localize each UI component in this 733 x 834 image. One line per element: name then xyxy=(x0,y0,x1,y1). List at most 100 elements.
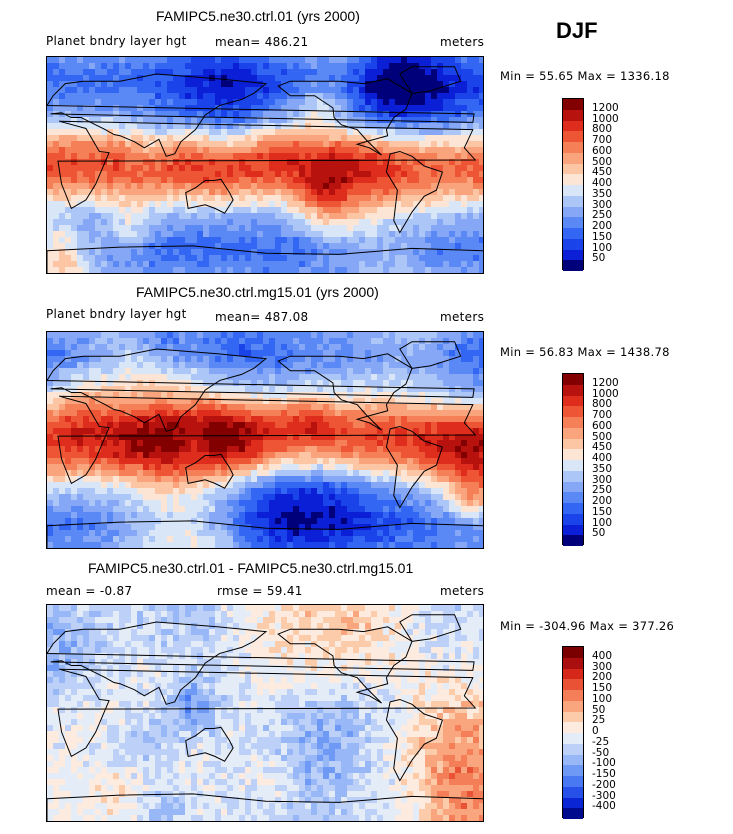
colorbar-tick-label: 300 xyxy=(592,660,613,673)
panel-1-field xyxy=(47,57,483,273)
panel-2-colorbar xyxy=(562,373,584,546)
coastline xyxy=(385,425,444,509)
coastline xyxy=(57,395,477,485)
colorbar-tick-label: 800 xyxy=(592,123,613,136)
coastline xyxy=(185,178,234,214)
colorbar-tick-label: 150 xyxy=(592,505,613,518)
colorbar-tick-label: -100 xyxy=(592,757,616,770)
colorbar-swatch xyxy=(563,374,583,385)
colorbar-swatch xyxy=(563,395,583,407)
colorbar-swatch xyxy=(563,238,583,250)
colorbar-tick-label: 200 xyxy=(592,220,613,232)
colorbar-swatch xyxy=(563,535,583,546)
colorbar-swatch xyxy=(563,217,583,228)
colorbar-tick-label: 450 xyxy=(592,166,613,179)
panel-2-map xyxy=(46,331,484,549)
colorbar-tick-label: 200 xyxy=(592,495,613,507)
colorbar-tick-label: 250 xyxy=(592,484,613,497)
colorbar-swatch xyxy=(563,690,583,701)
season-label: DJF xyxy=(556,18,598,43)
colorbar-swatch xyxy=(563,195,583,207)
colorbar-tick-label: 150 xyxy=(592,230,613,243)
colorbar-tick-label: 250 xyxy=(592,209,613,222)
panel-3-units: meters xyxy=(440,584,485,598)
panel-3-title: FAMIPC5.ne30.ctrl.01 - FAMIPC5.ne30.ctrl… xyxy=(88,560,414,576)
panel-3-colorbar xyxy=(562,646,584,819)
colorbar-swatch xyxy=(563,163,583,175)
colorbar-swatch xyxy=(563,460,583,471)
colorbar-tick-label: -300 xyxy=(592,789,616,802)
coastline xyxy=(399,614,462,642)
colorbar-swatch xyxy=(563,679,583,690)
colorbar-swatch xyxy=(563,481,583,493)
panel-3-map xyxy=(46,604,484,822)
colorbar-tick-label: 100 xyxy=(592,516,613,529)
colorbar-swatch xyxy=(563,174,583,185)
colorbar-swatch xyxy=(563,797,583,809)
panel-2-field xyxy=(47,332,483,548)
panel-3-mean: mean = -0.87 xyxy=(46,584,133,598)
colorbar-tick-label: 1000 xyxy=(592,112,619,125)
colorbar-swatch xyxy=(563,503,583,514)
coastline xyxy=(277,353,413,431)
panel-2-variable: Planet bndry layer hgt xyxy=(46,307,187,321)
panel-1-minmax: Min = 55.65 Max = 1336.18 xyxy=(500,69,670,83)
panel-1-colorbar xyxy=(562,98,584,271)
colorbar-swatch xyxy=(563,776,583,787)
colorbar-swatch xyxy=(563,260,583,271)
colorbar-tick-label: 300 xyxy=(592,473,613,486)
coastline xyxy=(277,626,413,704)
colorbar-tick-label: -150 xyxy=(592,768,616,780)
coastline xyxy=(185,726,234,762)
panel-2-title: FAMIPC5.ne30.ctrl.mg15.01 (yrs 2000) xyxy=(136,284,379,300)
colorbar-swatch xyxy=(563,657,583,669)
colorbar-tick-label: 350 xyxy=(592,187,613,200)
panel-1-title: FAMIPC5.ne30.ctrl.01 (yrs 2000) xyxy=(156,8,360,24)
colorbar-tick-label: 1000 xyxy=(592,387,619,400)
colorbar-swatch xyxy=(563,765,583,776)
colorbar-swatch xyxy=(563,109,583,121)
colorbar-swatch xyxy=(563,206,583,218)
coastline xyxy=(47,520,483,548)
colorbar-swatch xyxy=(563,754,583,766)
colorbar-swatch xyxy=(563,449,583,460)
colorbar-tick-label: -25 xyxy=(592,735,610,748)
colorbar-swatch xyxy=(563,743,583,755)
colorbar-tick-label: 350 xyxy=(592,462,613,475)
panel-3-field xyxy=(47,605,483,821)
colorbar-tick-label: -200 xyxy=(592,778,616,791)
panel-2-mean: mean= 487.08 xyxy=(215,310,309,324)
colorbar-tick-label: 600 xyxy=(592,144,613,157)
panel-1-variable: Planet bndry layer hgt xyxy=(46,34,187,48)
colorbar-swatch xyxy=(563,406,583,417)
colorbar-swatch xyxy=(563,513,583,525)
colorbar-swatch xyxy=(563,249,583,261)
colorbar-swatch xyxy=(563,417,583,428)
colorbar-tick-label: 300 xyxy=(592,198,613,211)
colorbar-tick-label: 800 xyxy=(592,398,613,411)
coastline xyxy=(57,668,477,758)
coastline xyxy=(47,621,475,705)
colorbar-swatch xyxy=(563,700,583,712)
colorbar-swatch xyxy=(563,228,583,239)
panel-2-units: meters xyxy=(440,310,485,324)
colorbar-tick-label: 50 xyxy=(592,527,606,540)
colorbar-swatch xyxy=(563,808,583,819)
coastline xyxy=(385,150,444,234)
coastline xyxy=(47,793,483,821)
colorbar-tick-label: 600 xyxy=(592,419,613,432)
colorbar-swatch xyxy=(563,438,583,450)
coastline xyxy=(399,66,462,94)
colorbar-tick-label: 400 xyxy=(592,452,613,464)
colorbar-swatch xyxy=(563,647,583,658)
colorbar-swatch xyxy=(563,99,583,110)
colorbar-tick-label: 100 xyxy=(592,241,613,254)
coastline xyxy=(185,453,234,489)
panel-2-minmax: Min = 56.83 Max = 1438.78 xyxy=(500,345,670,359)
colorbar-tick-label: 450 xyxy=(592,441,613,454)
colorbar-tick-label: 400 xyxy=(592,177,613,189)
colorbar-swatch xyxy=(563,733,583,744)
colorbar-tick-label: 50 xyxy=(592,703,606,716)
colorbar-tick-label: 100 xyxy=(592,692,613,705)
colorbar-tick-label: 1200 xyxy=(592,376,619,389)
